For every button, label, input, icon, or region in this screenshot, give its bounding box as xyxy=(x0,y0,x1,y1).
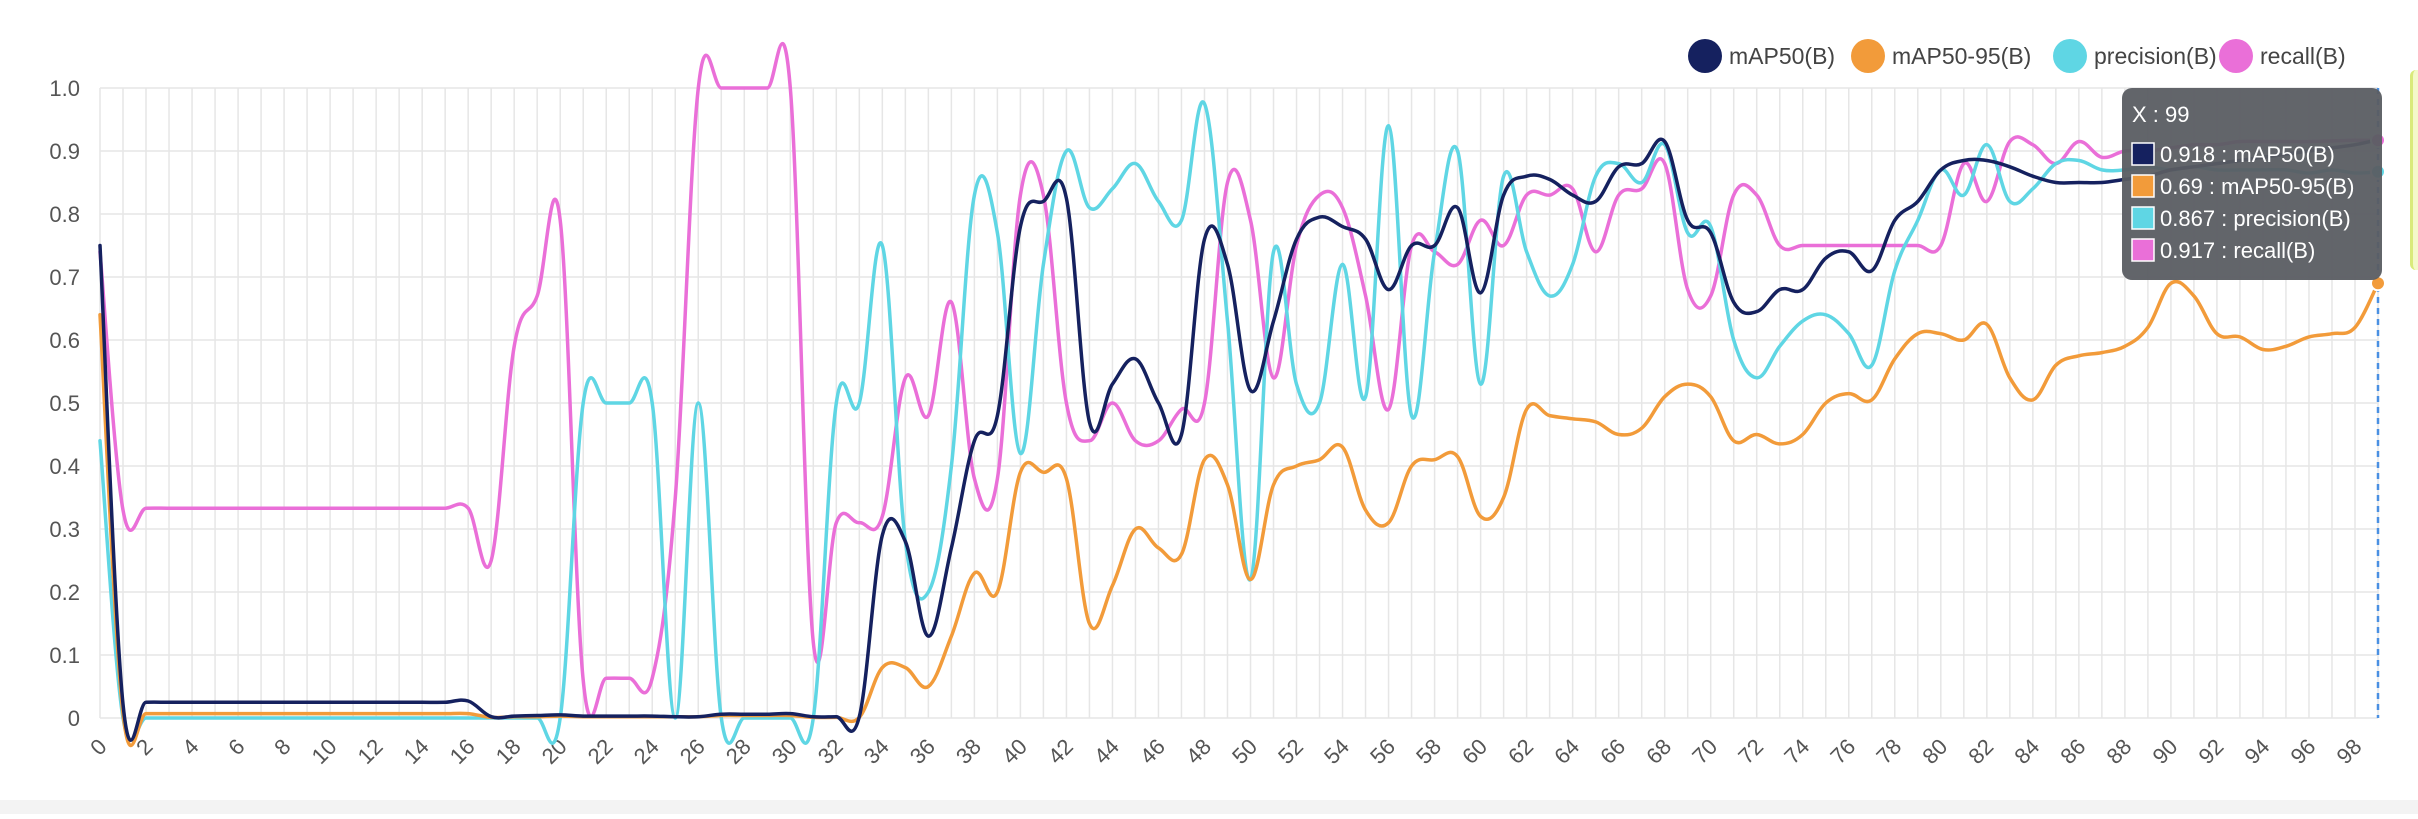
x-tick-label: 84 xyxy=(2009,734,2044,769)
x-tick-label: 98 xyxy=(2332,734,2367,769)
x-tick-label: 58 xyxy=(1411,734,1446,769)
x-tick-label: 38 xyxy=(951,734,986,769)
x-tick-label: 86 xyxy=(2055,734,2090,769)
x-tick-label: 66 xyxy=(1595,734,1630,769)
series-line-map50-95-b[interactable] xyxy=(98,279,2380,748)
legend-label: precision(B) xyxy=(2094,43,2217,69)
x-tick-label: 12 xyxy=(353,734,388,769)
x-tick-label: 32 xyxy=(813,734,848,769)
x-tick-label: 46 xyxy=(1135,734,1170,769)
x-tick-label: 48 xyxy=(1181,734,1216,769)
y-tick-label: 0.4 xyxy=(49,454,80,479)
legend-item-recall-b[interactable]: recall(B) xyxy=(2219,39,2346,73)
x-axis-ticks: 0 2 4 6 8 10 12 14 16 18 20 22 24 26 28 30 32 34 36 38 40 42 4… xyxy=(85,734,2366,769)
x-tick-label: 52 xyxy=(1273,734,1308,769)
y-tick-label: 0 xyxy=(68,706,80,731)
tooltip-entry: 0.867 : precision(B) xyxy=(2160,206,2351,231)
series-lines xyxy=(98,41,2386,748)
x-tick-label: 60 xyxy=(1457,734,1492,769)
x-tick-label: 18 xyxy=(491,734,526,769)
x-tick-label: 24 xyxy=(629,734,664,769)
x-tick-label: 82 xyxy=(1963,734,1998,769)
y-axis-ticks: 0 0.1 0.2 0.3 0.4 0.5 0.6 0.7 0.8 0.9 1.0 xyxy=(49,76,80,731)
x-tick-label: 94 xyxy=(2239,734,2274,769)
x-tick-label: 68 xyxy=(1641,734,1676,769)
tooltip: X : 99 0.918 : mAP50(B) 0.69 : mAP50-95(B)… xyxy=(2122,88,2382,280)
x-tick-label: 64 xyxy=(1549,734,1584,769)
y-tick-label: 0.6 xyxy=(49,328,80,353)
x-tick-label: 50 xyxy=(1227,734,1262,769)
x-tick-label: 34 xyxy=(859,734,894,769)
tooltip-box xyxy=(2122,88,2382,280)
legend-swatch xyxy=(1851,39,1885,73)
tooltip-entry: 0.917 : recall(B) xyxy=(2160,238,2315,263)
legend-label: recall(B) xyxy=(2260,43,2346,69)
y-tick-label: 0.7 xyxy=(49,265,80,290)
y-tick-label: 0.1 xyxy=(49,643,80,668)
x-tick-label: 16 xyxy=(445,734,480,769)
tooltip-swatch xyxy=(2131,142,2155,166)
x-tick-label: 10 xyxy=(307,734,342,769)
tooltip-entry: 0.918 : mAP50(B) xyxy=(2160,142,2335,167)
x-tick-label: 26 xyxy=(675,734,710,769)
x-tick-label: 76 xyxy=(1825,734,1860,769)
x-tick-label: 6 xyxy=(223,734,249,760)
y-tick-label: 0.8 xyxy=(49,202,80,227)
legend-label: mAP50-95(B) xyxy=(1892,43,2031,69)
x-tick-label: 36 xyxy=(905,734,940,769)
legend-item-map50-95-b[interactable]: mAP50-95(B) xyxy=(1851,39,2031,73)
x-tick-label: 44 xyxy=(1089,734,1124,769)
y-tick-label: 0.5 xyxy=(49,391,80,416)
legend: mAP50(B) mAP50-95(B) precision(B) recall(B) xyxy=(1688,39,2346,73)
x-tick-label: 14 xyxy=(399,734,434,769)
x-tick-label: 90 xyxy=(2147,734,2182,769)
tooltip-swatch xyxy=(2131,174,2155,198)
legend-swatch xyxy=(2219,39,2253,73)
x-tick-label: 72 xyxy=(1733,734,1768,769)
x-tick-label: 30 xyxy=(767,734,802,769)
legend-swatch xyxy=(1688,39,1722,73)
tooltip-swatch xyxy=(2131,238,2155,262)
tooltip-x-label: X : 99 xyxy=(2132,102,2189,127)
series-line-recall-b[interactable] xyxy=(98,41,2380,718)
side-panel-tab[interactable] xyxy=(2410,70,2418,270)
y-tick-label: 0.2 xyxy=(49,580,80,605)
x-tick-label: 22 xyxy=(583,734,618,769)
series-line-precision-b[interactable] xyxy=(98,100,2380,745)
legend-item-precision-b[interactable]: precision(B) xyxy=(2053,39,2217,73)
x-tick-label: 80 xyxy=(1917,734,1952,769)
tooltip-entry: 0.69 : mAP50-95(B) xyxy=(2160,174,2354,199)
legend-item-map50-b[interactable]: mAP50(B) xyxy=(1688,39,1835,73)
tooltip-swatch xyxy=(2131,206,2155,230)
x-tick-label: 42 xyxy=(1043,734,1078,769)
x-tick-label: 78 xyxy=(1871,734,1906,769)
y-tick-label: 1.0 xyxy=(49,76,80,101)
legend-label: mAP50(B) xyxy=(1729,43,1835,69)
y-tick-label: 0.3 xyxy=(49,517,80,542)
x-tick-label: 54 xyxy=(1319,734,1354,769)
y-tick-label: 0.9 xyxy=(49,139,80,164)
legend-swatch xyxy=(2053,39,2087,73)
x-tick-label: 40 xyxy=(997,734,1032,769)
x-tick-label: 74 xyxy=(1779,734,1814,769)
x-tick-label: 92 xyxy=(2193,734,2228,769)
x-tick-label: 96 xyxy=(2286,734,2321,769)
series-line-map50-b[interactable] xyxy=(98,137,2380,742)
x-tick-label: 4 xyxy=(177,734,203,760)
x-tick-label: 8 xyxy=(269,734,295,760)
grid xyxy=(99,87,2379,719)
x-tick-label: 88 xyxy=(2101,734,2136,769)
x-tick-label: 62 xyxy=(1503,734,1538,769)
x-tick-label: 0 xyxy=(85,734,111,760)
bottom-band xyxy=(0,800,2418,814)
x-tick-label: 70 xyxy=(1687,734,1722,769)
x-tick-label: 56 xyxy=(1365,734,1400,769)
